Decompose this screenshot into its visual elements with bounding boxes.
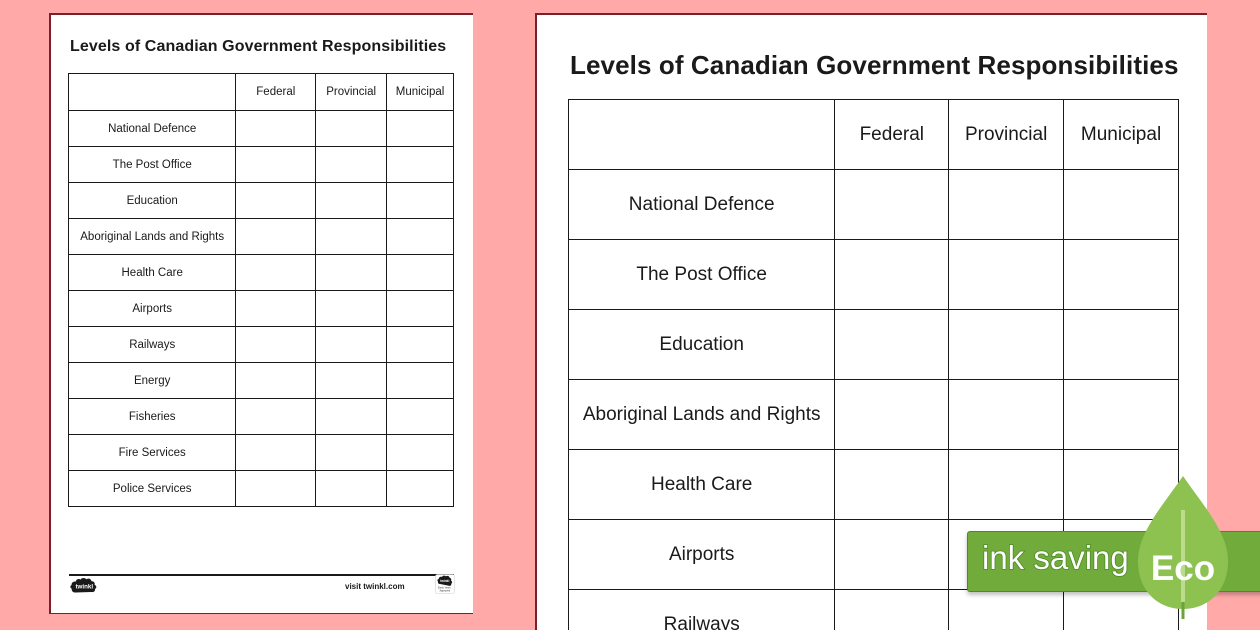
svg-text:twinkl: twinkl	[440, 579, 449, 583]
svg-text:twinkl: twinkl	[76, 583, 94, 590]
svg-text:Eco: Eco	[1151, 549, 1215, 588]
svg-text:Approved: Approved	[440, 589, 451, 592]
